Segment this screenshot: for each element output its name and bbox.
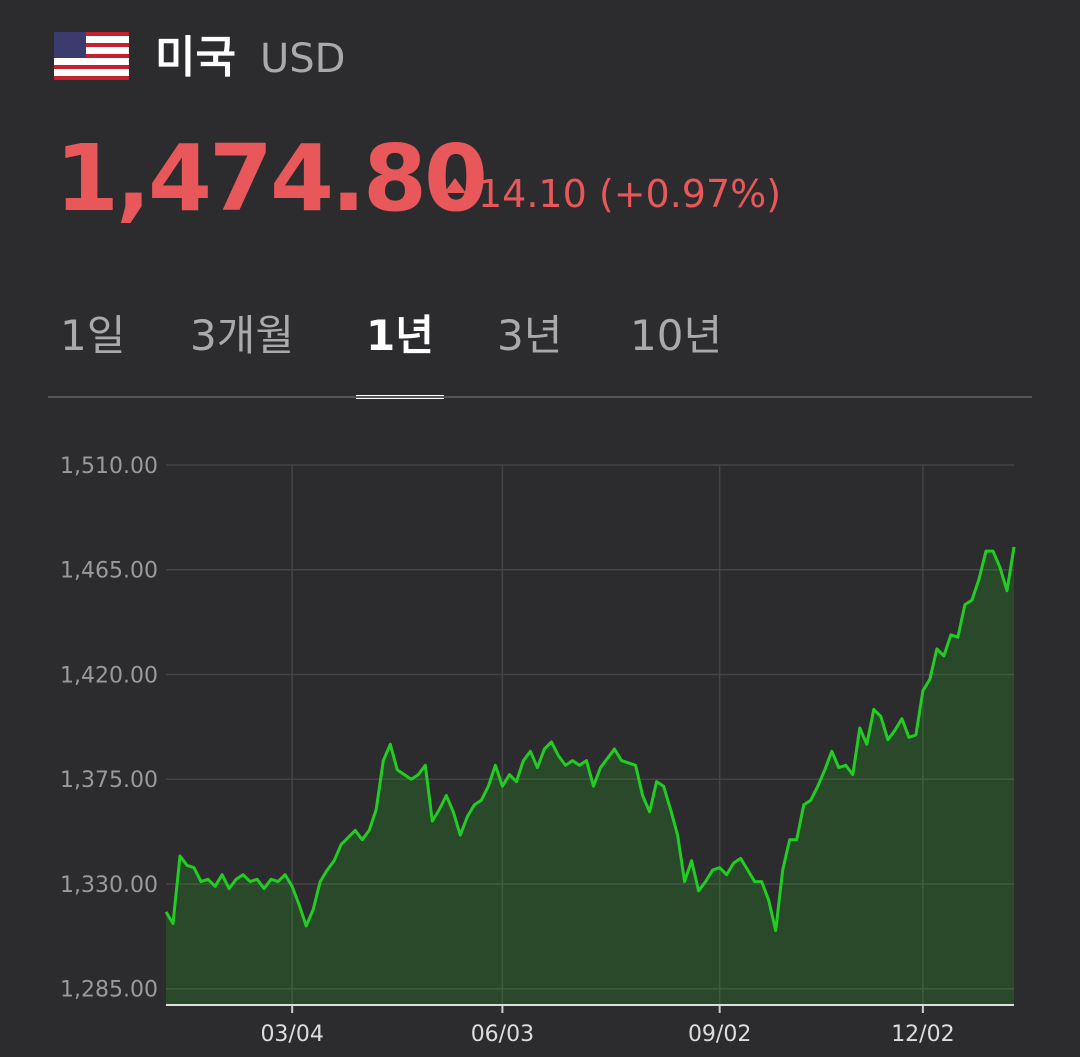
tab[interactable]: 3년 bbox=[497, 311, 562, 360]
chart: 1,285.00 1,330.00 1,375.00 1,420.00 1,465.00… bbox=[60, 454, 1016, 1047]
tab[interactable]: 10년 bbox=[630, 311, 722, 360]
x-tick-label: 06/03 bbox=[471, 1022, 534, 1047]
x-tick-label: 03/04 bbox=[260, 1022, 323, 1047]
tab[interactable]: 1년 bbox=[366, 311, 434, 360]
country: 미국 bbox=[155, 32, 236, 83]
tab[interactable]: 1일 bbox=[60, 311, 125, 360]
y-tick-label: 1,375.00 bbox=[60, 768, 158, 793]
up-arrow bbox=[444, 178, 466, 193]
tab[interactable]: 3개월 bbox=[190, 311, 294, 360]
y-tick-label: 1,465.00 bbox=[60, 559, 158, 584]
tabs: 1일 3개월 1년 3년 10년 bbox=[60, 311, 722, 399]
currency: USD bbox=[260, 36, 345, 82]
y-tick-label: 1,330.00 bbox=[60, 873, 158, 898]
x-tick-label: 12/02 bbox=[891, 1022, 954, 1047]
line bbox=[164, 546, 1016, 932]
y-tick-label: 1,285.00 bbox=[60, 978, 158, 1003]
x-tick-label: 09/02 bbox=[688, 1022, 751, 1047]
change: 14.10 (+0.97%) bbox=[478, 172, 781, 216]
price: 1,474.80 bbox=[55, 125, 485, 232]
y-tick-label: 1,420.00 bbox=[60, 663, 158, 688]
flag bbox=[54, 32, 129, 80]
y-tick-label: 1,510.00 bbox=[60, 454, 158, 479]
